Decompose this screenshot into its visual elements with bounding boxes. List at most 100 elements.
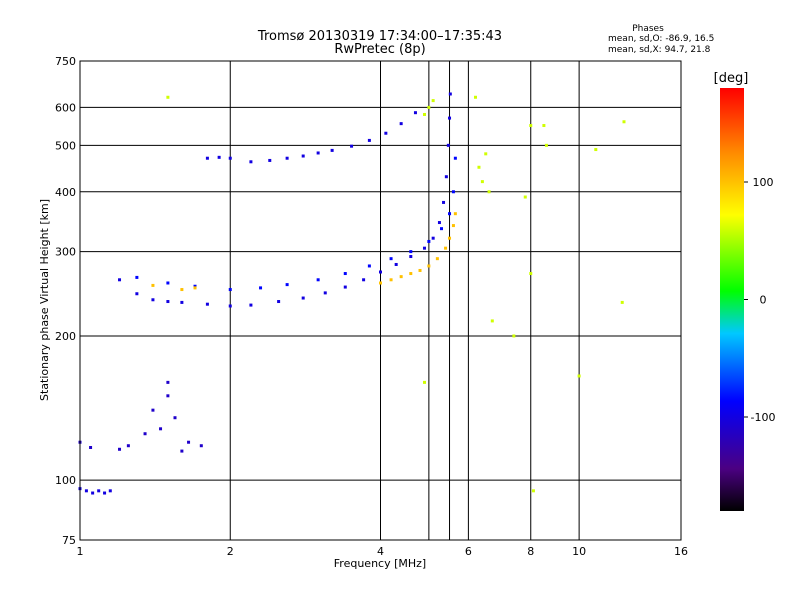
chart-subtitle: RwPretec (8p) xyxy=(334,42,425,57)
data-point xyxy=(143,432,147,436)
data-point xyxy=(323,291,327,295)
data-point xyxy=(330,148,334,152)
data-point xyxy=(444,175,448,179)
data-point xyxy=(394,262,398,266)
data-point xyxy=(384,131,388,135)
y-tick-label: 600 xyxy=(55,101,76,114)
data-point xyxy=(427,239,431,243)
data-point xyxy=(159,427,163,431)
data-point xyxy=(451,190,455,194)
data-point xyxy=(484,152,488,156)
data-point xyxy=(166,281,170,285)
data-point xyxy=(477,165,481,169)
data-point xyxy=(446,143,450,147)
data-point xyxy=(399,122,403,126)
points-layer xyxy=(78,92,626,495)
x-axis-label: Frequency [MHz] xyxy=(334,557,426,570)
data-point xyxy=(249,303,253,307)
data-point xyxy=(442,200,446,204)
data-point xyxy=(135,292,139,296)
data-point xyxy=(126,444,130,448)
data-point xyxy=(531,489,535,493)
data-point xyxy=(277,300,281,304)
data-point xyxy=(91,491,95,495)
y-tick-label: 200 xyxy=(55,330,76,343)
data-point xyxy=(249,160,253,164)
data-point xyxy=(228,288,232,292)
data-point xyxy=(379,270,382,274)
data-point xyxy=(301,296,305,300)
data-point xyxy=(444,246,448,250)
x-tick-label: 4 xyxy=(377,545,384,558)
data-point xyxy=(480,180,484,184)
data-point xyxy=(173,416,177,420)
data-point xyxy=(529,272,533,276)
grid-layer xyxy=(80,61,681,540)
data-point xyxy=(301,154,305,158)
data-point xyxy=(389,278,393,282)
data-point xyxy=(362,278,366,282)
data-point xyxy=(448,212,452,216)
data-point xyxy=(418,268,422,272)
data-point xyxy=(180,300,184,304)
data-point xyxy=(228,156,232,160)
data-point xyxy=(135,275,139,279)
data-point xyxy=(166,380,170,384)
data-point xyxy=(367,264,371,268)
data-point xyxy=(437,221,441,225)
data-point xyxy=(594,148,598,152)
phase-mean-o: mean, sd,O: -86.9, 16.5 xyxy=(608,34,714,44)
data-point xyxy=(529,124,533,128)
data-point xyxy=(316,151,320,155)
plot-frame xyxy=(79,60,682,541)
data-point xyxy=(422,112,426,116)
colorbar-tick-label: 0 xyxy=(760,294,767,307)
data-point xyxy=(435,257,439,261)
data-point xyxy=(422,380,426,384)
data-point xyxy=(440,227,444,231)
data-point xyxy=(166,300,170,304)
data-point xyxy=(103,491,107,495)
data-point xyxy=(453,212,457,216)
data-point xyxy=(316,278,320,282)
data-point xyxy=(205,156,209,160)
data-point xyxy=(84,489,88,493)
data-point xyxy=(431,99,435,103)
data-point xyxy=(97,489,101,493)
x-tick-label: 10 xyxy=(572,545,586,558)
data-point xyxy=(448,92,452,96)
data-point xyxy=(205,302,209,306)
data-point xyxy=(285,156,289,160)
data-point xyxy=(620,300,624,304)
data-point xyxy=(217,155,221,159)
data-point xyxy=(187,440,191,444)
data-point xyxy=(108,489,112,493)
data-point xyxy=(448,116,452,120)
data-point xyxy=(193,284,197,288)
data-point xyxy=(487,190,491,194)
data-point xyxy=(259,286,263,290)
colorbar-ticks: 100 0 -100 xyxy=(744,176,775,424)
y-axis-label: Stationary phase Virtual Height [km] xyxy=(38,199,51,401)
x-tick-label: 8 xyxy=(527,545,534,558)
data-point xyxy=(427,264,431,268)
y-tick-label: 750 xyxy=(55,55,76,68)
data-point xyxy=(389,257,393,261)
data-point xyxy=(151,408,155,412)
data-point xyxy=(379,281,382,285)
x-tick-label: 6 xyxy=(465,545,472,558)
data-point xyxy=(490,319,494,323)
y-tick-label: 100 xyxy=(55,474,76,487)
data-point xyxy=(453,156,457,160)
data-point xyxy=(473,95,477,99)
data-point xyxy=(544,143,548,147)
data-point xyxy=(343,272,347,276)
data-point xyxy=(343,285,347,289)
data-point xyxy=(413,111,417,115)
data-point xyxy=(542,124,546,128)
data-point xyxy=(448,236,452,240)
data-point xyxy=(151,298,155,302)
data-point xyxy=(180,288,184,292)
y-tick-label: 400 xyxy=(55,186,76,199)
